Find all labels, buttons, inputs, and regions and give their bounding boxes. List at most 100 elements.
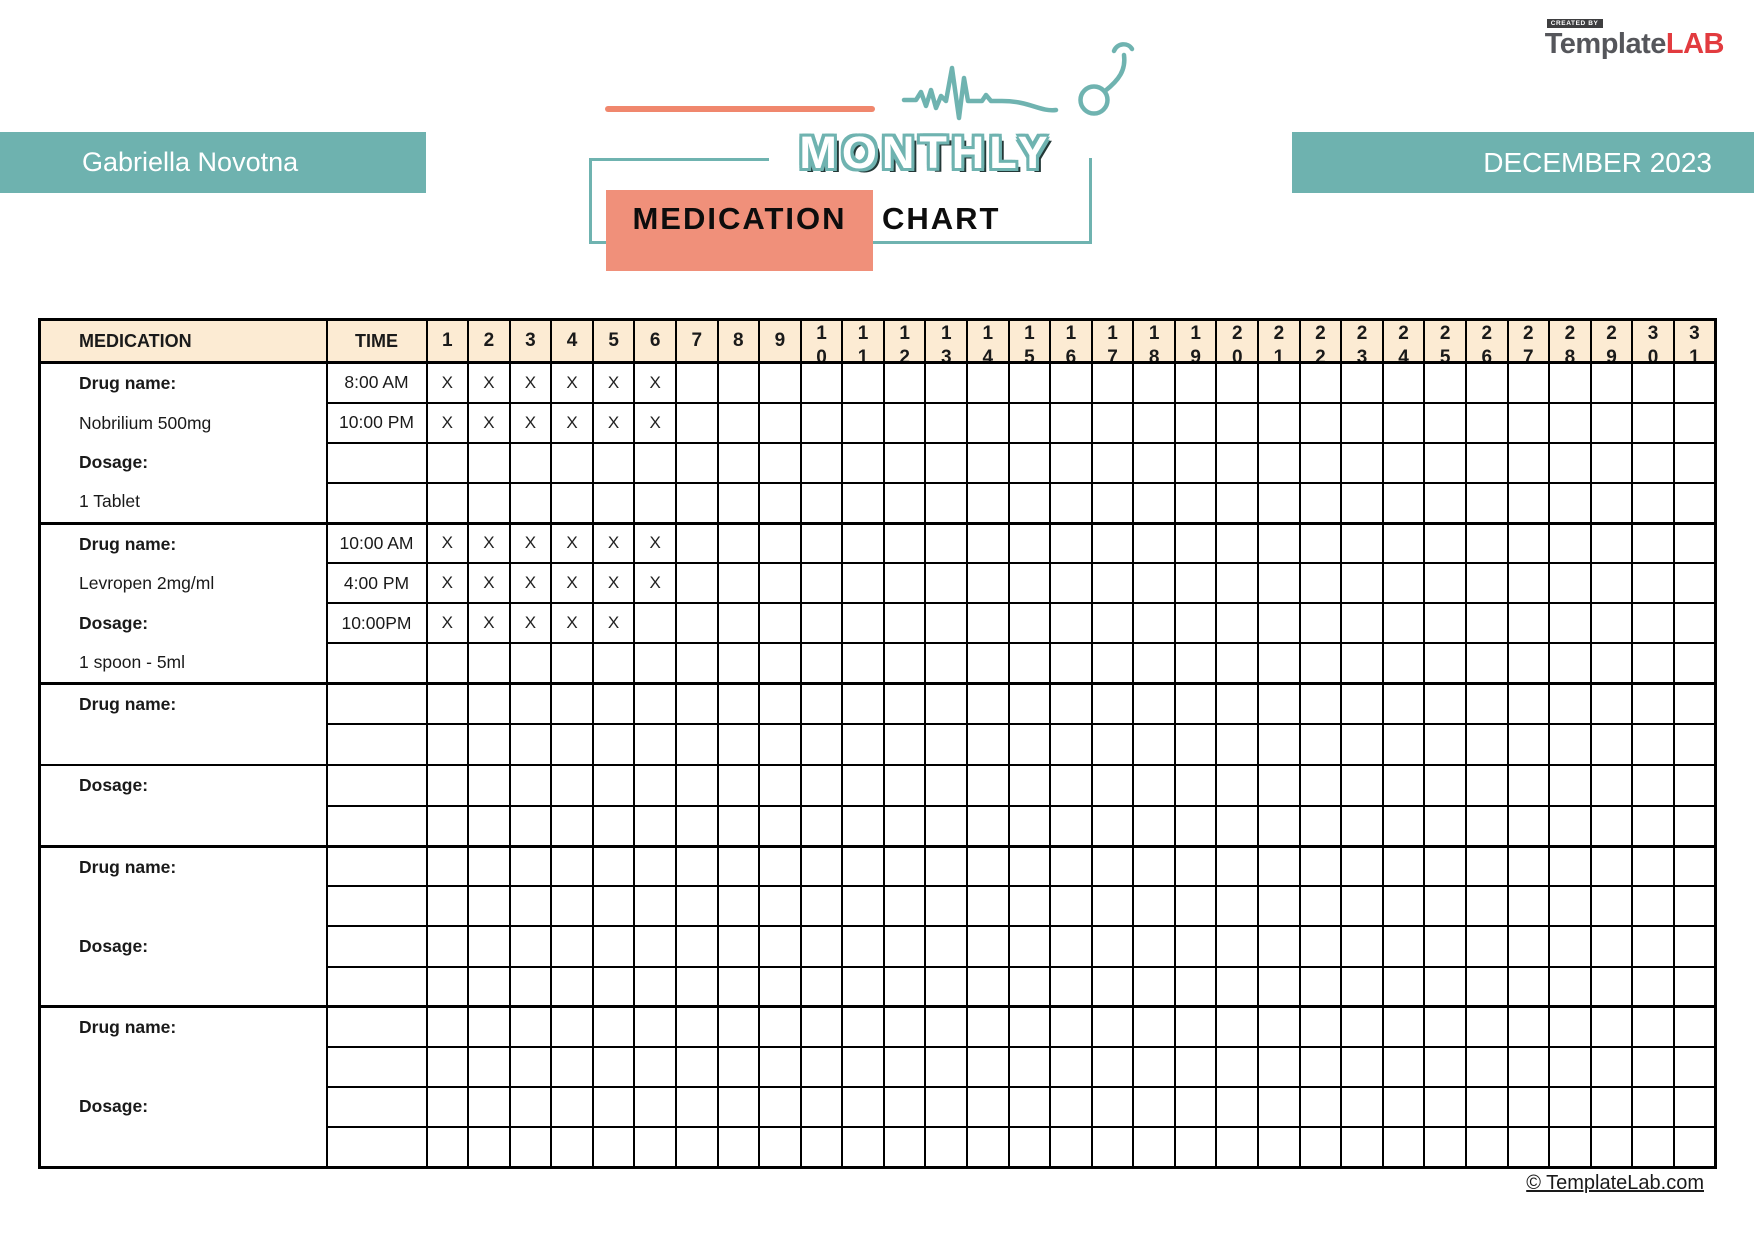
day-cell[interactable]: X	[467, 562, 511, 605]
day-cell[interactable]	[550, 763, 594, 807]
day-cell[interactable]	[674, 965, 719, 1008]
time-cell[interactable]	[325, 723, 428, 766]
day-cell[interactable]	[1298, 965, 1343, 1008]
med-value[interactable]	[41, 725, 326, 764]
day-cell[interactable]: X	[591, 562, 636, 605]
day-cell[interactable]	[799, 925, 844, 968]
day-cell[interactable]	[467, 885, 511, 928]
day-cell[interactable]: X	[425, 521, 470, 565]
day-cell[interactable]	[467, 1126, 511, 1169]
day-cell[interactable]	[591, 1086, 636, 1129]
med-value[interactable]	[41, 1126, 326, 1165]
day-cell[interactable]	[550, 682, 594, 726]
day-cell[interactable]	[1049, 481, 1093, 525]
day-cell[interactable]	[716, 804, 761, 848]
day-cell[interactable]	[1381, 441, 1426, 484]
day-cell[interactable]	[716, 925, 761, 968]
day-cell[interactable]	[1007, 1126, 1052, 1169]
day-cell[interactable]	[1548, 682, 1592, 726]
day-cell[interactable]	[1090, 844, 1135, 888]
day-cell[interactable]: X	[467, 602, 511, 645]
day-cell[interactable]	[1589, 804, 1634, 848]
day-cell[interactable]	[841, 401, 885, 444]
day-cell[interactable]: X	[425, 602, 470, 645]
day-cell[interactable]	[1672, 1086, 1717, 1129]
day-cell[interactable]	[1173, 360, 1218, 404]
day-cell[interactable]	[633, 441, 677, 484]
day-cell[interactable]	[1257, 602, 1301, 645]
day-cell[interactable]	[924, 441, 969, 484]
day-cell[interactable]	[550, 965, 594, 1008]
day-cell[interactable]: X	[508, 521, 553, 565]
day-cell[interactable]	[508, 1045, 553, 1089]
day-cell[interactable]	[1257, 763, 1301, 807]
day-cell[interactable]	[841, 602, 885, 645]
day-cell[interactable]	[1007, 562, 1052, 605]
day-cell[interactable]	[1464, 763, 1509, 807]
day-cell[interactable]	[1215, 562, 1260, 605]
day-cell[interactable]	[1340, 481, 1384, 525]
time-cell[interactable]	[325, 925, 428, 968]
day-cell[interactable]	[1631, 401, 1675, 444]
day-cell[interactable]	[1464, 481, 1509, 525]
day-cell[interactable]	[966, 885, 1010, 928]
day-cell[interactable]	[674, 642, 719, 685]
day-cell[interactable]	[1506, 360, 1551, 404]
day-cell[interactable]	[1298, 885, 1343, 928]
day-cell[interactable]	[841, 723, 885, 766]
day-cell[interactable]	[1132, 441, 1176, 484]
day-cell[interactable]	[924, 1086, 969, 1129]
day-cell[interactable]	[1381, 885, 1426, 928]
day-cell[interactable]	[924, 642, 969, 685]
day-cell[interactable]	[716, 521, 761, 565]
day-cell[interactable]	[924, 804, 969, 848]
day-cell[interactable]	[550, 925, 594, 968]
day-cell[interactable]	[674, 682, 719, 726]
day-cell[interactable]	[591, 1005, 636, 1048]
day-cell[interactable]	[674, 844, 719, 888]
day-cell[interactable]	[1423, 360, 1467, 404]
day-cell[interactable]	[758, 763, 802, 807]
day-cell[interactable]	[1589, 1045, 1634, 1089]
day-cell[interactable]	[716, 844, 761, 888]
day-cell[interactable]	[1589, 844, 1634, 888]
med-value[interactable]: 1 Tablet	[79, 491, 140, 512]
day-cell[interactable]	[799, 1086, 844, 1129]
day-cell[interactable]	[1298, 602, 1343, 645]
day-cell[interactable]	[799, 965, 844, 1008]
day-cell[interactable]	[591, 1126, 636, 1169]
day-cell[interactable]	[1007, 804, 1052, 848]
day-cell[interactable]	[1340, 965, 1384, 1008]
day-cell[interactable]	[799, 1005, 844, 1048]
time-cell[interactable]: 4:00 PM	[325, 562, 428, 605]
med-value[interactable]: 1 spoon - 5ml	[79, 651, 186, 672]
day-cell[interactable]	[1672, 441, 1717, 484]
day-cell[interactable]	[1423, 642, 1467, 685]
day-cell[interactable]	[1672, 602, 1717, 645]
day-cell[interactable]	[550, 804, 594, 848]
day-cell[interactable]	[758, 682, 802, 726]
day-cell[interactable]	[1090, 1126, 1135, 1169]
day-cell[interactable]	[1589, 1005, 1634, 1048]
time-cell[interactable]: 10:00 PM	[325, 401, 428, 444]
day-cell[interactable]	[633, 1045, 677, 1089]
day-cell[interactable]	[1132, 723, 1176, 766]
day-cell[interactable]	[1672, 642, 1717, 685]
day-cell[interactable]	[1464, 562, 1509, 605]
day-cell[interactable]	[716, 1045, 761, 1089]
day-cell[interactable]	[1423, 682, 1467, 726]
day-cell[interactable]	[674, 885, 719, 928]
day-cell[interactable]	[799, 682, 844, 726]
day-cell[interactable]	[1548, 804, 1592, 848]
day-cell[interactable]	[1173, 1005, 1218, 1048]
day-cell[interactable]	[633, 682, 677, 726]
day-cell[interactable]	[591, 844, 636, 888]
day-cell[interactable]	[674, 401, 719, 444]
day-cell[interactable]	[1381, 562, 1426, 605]
day-cell[interactable]	[1506, 481, 1551, 525]
day-cell[interactable]	[841, 521, 885, 565]
day-cell[interactable]: X	[425, 562, 470, 605]
day-cell[interactable]	[1049, 401, 1093, 444]
day-cell[interactable]	[1423, 965, 1467, 1008]
day-cell[interactable]	[1257, 441, 1301, 484]
